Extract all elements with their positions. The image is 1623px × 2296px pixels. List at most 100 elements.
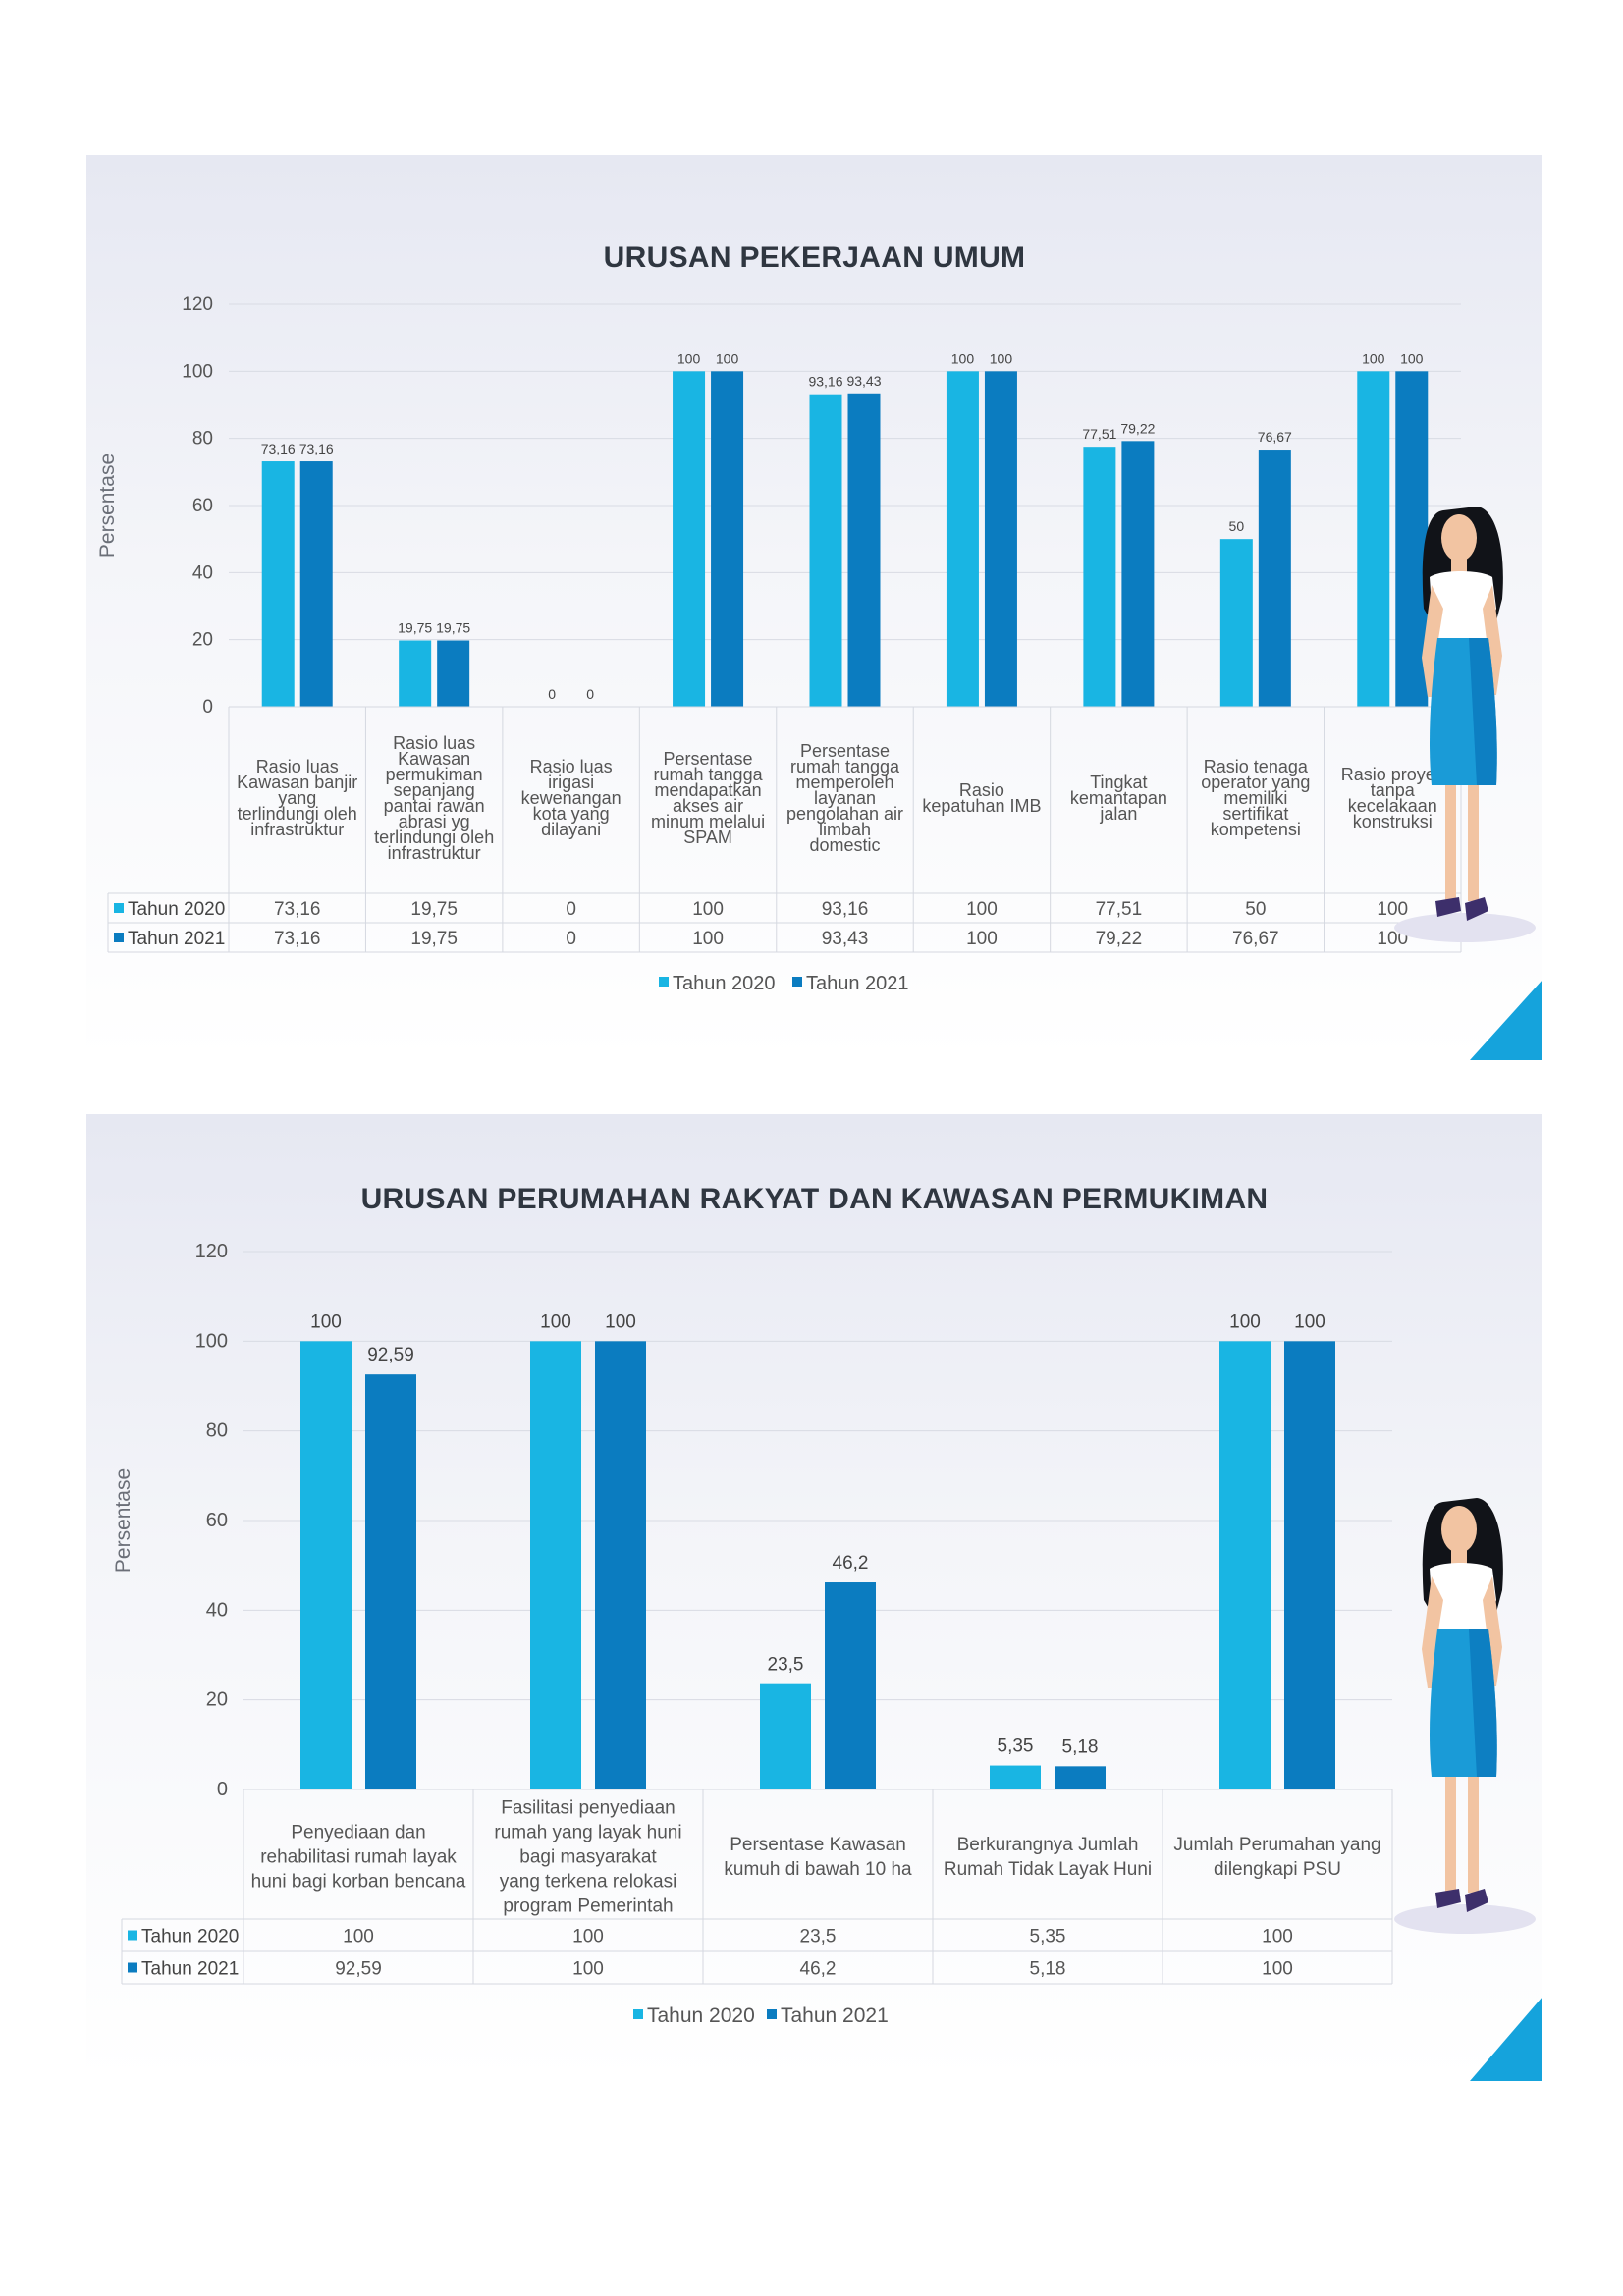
woman-illustration xyxy=(1394,507,1536,942)
bar-2020 xyxy=(300,1341,352,1789)
category-label: yang terkena relokasi xyxy=(500,1872,677,1893)
category-label: pengolahan air xyxy=(786,804,903,824)
table-cell: 100 xyxy=(966,899,998,920)
table-row-header: Tahun 2021 xyxy=(128,929,225,949)
bar-2020 xyxy=(530,1341,581,1789)
data-label: 100 xyxy=(716,350,739,366)
y-tick-label: 40 xyxy=(192,562,213,583)
table-cell: 79,22 xyxy=(1096,929,1143,949)
data-label: 50 xyxy=(1229,518,1245,534)
bar-2021 xyxy=(1284,1341,1335,1789)
category-label: abrasi yg xyxy=(399,812,470,831)
bar-2020 xyxy=(1219,539,1253,707)
chart-perumahan-rakyat: 0 20 40 60 80 100 120 Persentase 100 100 23,5 5,35 1… xyxy=(112,1241,1393,2027)
table-cell: 100 xyxy=(692,929,724,949)
category-label: rumah yang layak huni xyxy=(494,1823,681,1843)
y-tick-label: 100 xyxy=(182,361,213,382)
y-tick-label: 80 xyxy=(192,429,213,450)
table-row-header: Tahun 2020 xyxy=(128,899,225,920)
table-cell: 0 xyxy=(566,899,576,920)
category-label: program Pemerintah xyxy=(503,1896,673,1917)
y-tick-label: 20 xyxy=(192,630,213,651)
table-cell: 100 xyxy=(572,1959,604,1980)
table-cell: 76,67 xyxy=(1232,929,1279,949)
bar-2021 xyxy=(711,371,744,707)
y-tick-label: 120 xyxy=(195,1241,228,1262)
data-label: 100 xyxy=(1229,1311,1261,1332)
data-label: 100 xyxy=(990,350,1013,366)
table-cell: 92,59 xyxy=(335,1959,382,1980)
bar-2020 xyxy=(1083,447,1116,707)
data-label: 73,16 xyxy=(299,441,334,456)
category-label: kewenangan xyxy=(521,788,622,808)
corner-triangle-decoration xyxy=(1470,980,1542,1060)
category-label: Persentase xyxy=(800,741,890,761)
category-label: Rumah Tidak Layak Huni xyxy=(944,1859,1152,1880)
category-label: permukiman xyxy=(386,765,483,784)
legend-key-2021 xyxy=(128,1962,137,1973)
category-label: sepanjang xyxy=(394,780,475,800)
category-label: Rasio luas xyxy=(393,733,475,753)
category-label: rehabilitasi rumah layak xyxy=(260,1847,457,1868)
bar-2020 xyxy=(1219,1341,1271,1789)
bar-2021 xyxy=(984,371,1017,707)
chart-panel-perumahan-rakyat: URUSAN PERUMAHAN RAKYAT DAN KAWASAN PERM… xyxy=(86,1114,1542,2081)
woman-illustration xyxy=(1394,1498,1536,1934)
data-label: 100 xyxy=(310,1311,342,1332)
category-label: Persentase xyxy=(664,749,753,769)
category-label: yang xyxy=(278,788,316,808)
data-label: 100 xyxy=(605,1311,636,1332)
legend-swatch xyxy=(659,977,669,987)
data-label: 0 xyxy=(548,686,556,702)
chart-panel-pekerjaan-umum: URUSAN PEKERJAAN UMUM 0 20 40 60 80 100 120 Per… xyxy=(86,155,1542,1060)
y-tick-label: 0 xyxy=(202,697,213,718)
bar-2020 xyxy=(1357,371,1390,707)
table-cell: 73,16 xyxy=(274,899,321,920)
data-label: 100 xyxy=(1400,350,1424,366)
bar-2020 xyxy=(399,640,432,707)
table-cell: 5,18 xyxy=(1030,1959,1066,1980)
data-label: 100 xyxy=(677,350,701,366)
category-label: kumuh di bawah 10 ha xyxy=(724,1859,912,1880)
corner-triangle-decoration xyxy=(1470,1997,1542,2081)
category-label: terlindungi oleh xyxy=(374,828,494,847)
table-cell: 77,51 xyxy=(1096,899,1143,920)
category-label: mendapatkan xyxy=(655,780,762,800)
category-label: jalan xyxy=(1099,804,1137,824)
data-label: 19,75 xyxy=(398,620,432,636)
table-cell: 100 xyxy=(1262,1927,1293,1948)
category-label: kompetensi xyxy=(1211,820,1301,839)
table-row-header: Tahun 2020 xyxy=(141,1927,239,1948)
table-cell: 5,35 xyxy=(1030,1927,1066,1948)
data-label: 46,2 xyxy=(833,1553,869,1574)
data-label: 73,16 xyxy=(261,441,296,456)
legend-label: Tahun 2021 xyxy=(806,973,909,994)
category-label: memperoleh xyxy=(795,773,893,792)
category-label: Rasio xyxy=(959,780,1004,800)
category-label: kecelakaan xyxy=(1348,796,1437,816)
category-label: dilayani xyxy=(541,820,601,839)
table-cell: 100 xyxy=(966,929,998,949)
data-label: 100 xyxy=(540,1311,571,1332)
legend-label: Tahun 2020 xyxy=(647,2004,755,2027)
bar-2021 xyxy=(847,393,881,707)
category-label: irigasi xyxy=(548,773,594,792)
category-label: infrastruktur xyxy=(388,843,481,863)
y-tick-label: 0 xyxy=(217,1779,228,1800)
data-label: 19,75 xyxy=(436,620,470,636)
legend-swatch xyxy=(767,2009,777,2019)
table-cell: 93,43 xyxy=(822,929,869,949)
category-label: Penyediaan dan xyxy=(291,1823,425,1843)
y-tick-label: 80 xyxy=(206,1420,228,1442)
legend-key-2020 xyxy=(128,1930,137,1941)
table-cell: 73,16 xyxy=(274,929,321,949)
table-cell: 100 xyxy=(692,899,724,920)
category-label: Tingkat xyxy=(1090,773,1147,792)
category-label: Jumlah Perumahan yang xyxy=(1173,1835,1380,1855)
category-label: Kawasan xyxy=(398,749,470,769)
y-tick-label: 100 xyxy=(195,1330,228,1352)
category-label: kota yang xyxy=(533,804,610,824)
data-label: 100 xyxy=(951,350,975,366)
y-axis-label: Persentase xyxy=(96,454,119,558)
bar-2021 xyxy=(1121,441,1155,707)
